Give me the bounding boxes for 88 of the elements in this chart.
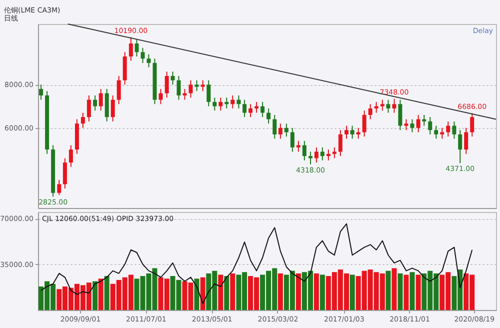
candlestick: [404, 118, 408, 131]
candlestick: [218, 97, 223, 112]
candlestick: [296, 140, 300, 152]
candlestick: [104, 88, 109, 122]
candlestick: [110, 94, 115, 122]
candlestick: [182, 88, 187, 100]
candlestick: [428, 116, 432, 135]
candlestick: [326, 149, 330, 161]
bar: [410, 272, 415, 310]
bar: [92, 281, 98, 310]
candlestick: [140, 47, 145, 64]
bar: [104, 276, 110, 310]
bar: [416, 274, 421, 310]
candlestick: [458, 130, 462, 164]
candlestick: [446, 120, 450, 138]
bar: [320, 274, 325, 310]
candlestick: [266, 108, 271, 124]
candlestick: [158, 88, 163, 105]
bar: [98, 278, 104, 310]
candlestick: [284, 123, 288, 138]
candlestick: [170, 71, 175, 86]
candlestick: [344, 125, 349, 140]
candlestick: [278, 123, 282, 140]
candlestick: [242, 99, 247, 118]
candlestick: [93, 94, 98, 112]
bar: [194, 278, 200, 310]
candlestick: [362, 110, 366, 138]
bar: [224, 276, 230, 310]
candlestick: [80, 112, 85, 128]
candlestick: [248, 104, 253, 118]
candlestick: [308, 151, 313, 165]
candlestick: [122, 52, 127, 86]
bar: [296, 273, 301, 310]
bar: [350, 274, 355, 310]
candlestick: [434, 125, 438, 140]
bar: [404, 274, 409, 310]
candlestick: [254, 101, 259, 114]
candlestick: [338, 130, 342, 157]
candlestick: [146, 54, 151, 68]
candlestick: [128, 36, 133, 62]
candlestick: [470, 112, 474, 138]
candlestick: [320, 146, 324, 161]
candlestick: [350, 125, 354, 140]
candlestick: [332, 146, 336, 159]
candlestick: [224, 97, 229, 109]
candlestick: [206, 80, 211, 107]
candlestick: [230, 94, 235, 109]
candlestick: [68, 144, 73, 168]
candlestick: [410, 118, 414, 133]
candlestick: [98, 88, 103, 112]
bar: [392, 268, 397, 310]
candlestick: [176, 75, 181, 100]
candlestick: [236, 94, 241, 109]
candlestick: [380, 99, 384, 112]
candlestick: [356, 127, 360, 140]
bar: [230, 273, 236, 310]
bar: [314, 273, 319, 310]
candlestick: [314, 146, 318, 164]
candlestick: [62, 158, 67, 190]
candlestick: [392, 98, 396, 114]
candlestick: [452, 120, 456, 140]
candlestick: [464, 127, 468, 154]
candlestick: [440, 127, 444, 140]
candlestick: [188, 80, 193, 98]
candlestick: [398, 99, 402, 131]
candlestick: [86, 94, 91, 122]
candlestick: [290, 127, 294, 152]
candlestick: [416, 114, 420, 133]
candlestick: [164, 71, 169, 98]
candlestick: [422, 114, 426, 126]
candlestick: [272, 114, 277, 140]
bar: [386, 270, 391, 310]
candlestick: [260, 101, 265, 118]
bar: [398, 273, 403, 310]
candlestick: [386, 99, 390, 114]
bar: [200, 277, 206, 310]
candlestick: [368, 104, 372, 120]
line-series: [40, 223, 473, 304]
candlestick: [134, 38, 139, 57]
candlestick: [116, 75, 121, 105]
candlestick: [212, 97, 217, 112]
bar: [278, 273, 283, 310]
bar: [218, 274, 224, 310]
candlestick: [57, 179, 62, 196]
candlestick: [374, 101, 378, 114]
candlestick: [302, 140, 306, 161]
candlestick: [194, 80, 199, 92]
candlestick: [200, 80, 205, 92]
